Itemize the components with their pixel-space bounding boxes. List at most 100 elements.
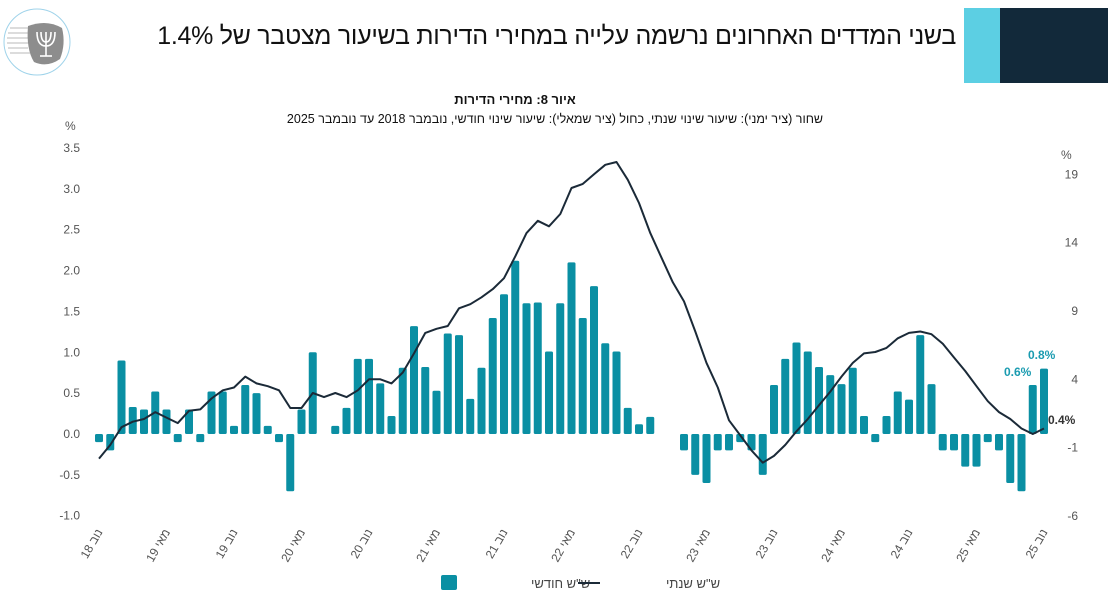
bar-monthly xyxy=(331,425,340,434)
bar-monthly xyxy=(207,391,216,434)
bar-monthly xyxy=(905,399,913,434)
x-axis-tick: נוב 22 xyxy=(618,527,646,561)
bar-monthly xyxy=(500,294,508,434)
bar-monthly xyxy=(410,326,418,434)
bar-monthly xyxy=(578,317,587,434)
left-axis-tick: -0.5 xyxy=(59,468,80,482)
bar-monthly xyxy=(263,425,272,434)
bar-monthly xyxy=(1040,368,1048,434)
bar-monthly xyxy=(376,383,385,434)
bar-monthly xyxy=(646,416,655,434)
left-axis-tick: 1.5 xyxy=(63,304,80,318)
annotation-0-6: 0.6% xyxy=(1004,365,1032,379)
x-axis-tick: נוב 24 xyxy=(888,527,916,561)
bar-monthly xyxy=(218,391,227,434)
bank-of-israel-logo xyxy=(3,8,71,76)
bar-monthly xyxy=(398,367,407,434)
bar-monthly xyxy=(961,434,970,467)
header-accent-navy xyxy=(1000,8,1108,83)
bar-monthly xyxy=(477,367,486,434)
bar-monthly xyxy=(556,303,565,434)
right-axis-tick: -6 xyxy=(1067,509,1078,523)
bar-monthly xyxy=(871,434,880,443)
left-axis-tick: 2.5 xyxy=(63,223,80,237)
bar-monthly xyxy=(522,303,531,434)
bar-monthly xyxy=(837,384,846,434)
series-line-annual xyxy=(98,161,1045,464)
left-axis-tick: 3.5 xyxy=(63,141,80,155)
bar-monthly xyxy=(173,434,182,443)
bar-monthly xyxy=(736,434,745,443)
legend: ש"ש חודשי ש"ש שנתי xyxy=(441,575,720,591)
annotation-0-4: 0.4% xyxy=(1048,413,1076,427)
x-axis-tick: מאי 23 xyxy=(683,527,713,565)
bar-monthly xyxy=(781,358,790,434)
bar-monthly xyxy=(803,351,812,434)
chart-title: איור 8: מחירי הדירות xyxy=(454,92,576,107)
bar-monthly xyxy=(1017,434,1026,492)
bar-monthly xyxy=(882,416,891,434)
right-axis-tick: -1 xyxy=(1067,441,1078,455)
bar-monthly xyxy=(758,434,767,475)
bar-monthly xyxy=(725,434,733,451)
left-axis-tick: 0.5 xyxy=(63,386,80,400)
bar-monthly xyxy=(432,390,441,434)
bar-monthly xyxy=(421,366,430,434)
bar-monthly xyxy=(365,358,373,434)
bar-monthly xyxy=(286,434,295,492)
bar-monthly xyxy=(972,434,981,467)
bar-monthly xyxy=(612,351,621,434)
bar-monthly xyxy=(252,393,261,434)
x-axis-tick: נוב 21 xyxy=(483,527,511,561)
x-axis-tick: מאי 21 xyxy=(413,527,443,565)
page-title: בשני המדדים האחרונים נרשמה עלייה במחירי … xyxy=(157,22,956,50)
bar-monthly xyxy=(893,391,902,434)
x-axis-tick: מאי 22 xyxy=(548,527,578,565)
bar-monthly xyxy=(230,425,238,434)
bar-monthly xyxy=(466,398,475,434)
legend-label-annual: ש"ש שנתי xyxy=(666,576,720,591)
left-axis-tick: 2.0 xyxy=(63,264,80,278)
bar-monthly xyxy=(443,333,452,434)
logo-stripes xyxy=(7,27,32,54)
bar-monthly xyxy=(848,367,857,434)
bar-monthly xyxy=(185,409,193,434)
bar-monthly xyxy=(533,302,542,434)
bar-monthly xyxy=(128,407,137,434)
bar-monthly xyxy=(590,286,598,434)
bar-monthly xyxy=(95,434,103,443)
bar-monthly xyxy=(567,262,576,434)
bar-monthly xyxy=(792,342,801,434)
right-axis-unit: % xyxy=(1061,148,1072,162)
left-axis-tick: 3.0 xyxy=(63,182,80,196)
bar-monthly xyxy=(691,434,700,475)
bar-monthly xyxy=(196,434,205,443)
x-axis-tick: מאי 25 xyxy=(953,527,983,565)
bar-monthly xyxy=(916,335,925,434)
bar-monthly xyxy=(770,384,778,434)
bar-monthly xyxy=(927,384,936,434)
bar-monthly xyxy=(950,434,958,451)
x-axis-tick: מאי 20 xyxy=(278,527,308,565)
legend-swatch-monthly xyxy=(441,575,457,590)
bar-monthly xyxy=(455,335,463,434)
bar-monthly xyxy=(511,260,520,434)
annotation-0-8: 0.8% xyxy=(1028,348,1056,362)
bar-monthly xyxy=(545,351,553,434)
bar-monthly xyxy=(826,375,835,434)
x-axis-tick: נוב 18 xyxy=(78,527,106,561)
bar-monthly xyxy=(140,409,148,434)
bar-monthly xyxy=(117,360,126,434)
bar-monthly xyxy=(815,366,823,434)
x-axis-tick: מאי 19 xyxy=(143,527,173,565)
bar-monthly xyxy=(601,343,610,434)
x-axis-tick: מאי 24 xyxy=(818,527,848,565)
x-axis-tick: נוב 19 xyxy=(213,527,241,561)
bar-monthly xyxy=(387,416,396,434)
right-axis-tick: 14 xyxy=(1065,236,1079,250)
x-axis-tick: נוב 20 xyxy=(348,527,376,561)
bar-monthly xyxy=(241,384,250,434)
left-axis-unit: % xyxy=(65,119,76,133)
bar-monthly xyxy=(938,434,947,451)
